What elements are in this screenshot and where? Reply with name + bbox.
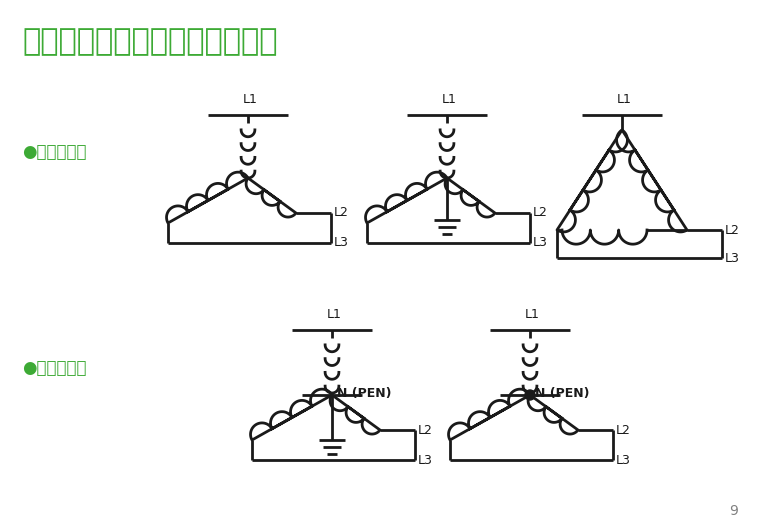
Text: ●三相三线制: ●三相三线制 — [22, 143, 87, 161]
Text: L1: L1 — [242, 93, 258, 106]
Text: L3: L3 — [533, 236, 548, 250]
Text: L2: L2 — [533, 206, 548, 220]
Text: N (PEN): N (PEN) — [535, 388, 590, 400]
Text: L3: L3 — [418, 453, 433, 467]
Circle shape — [525, 390, 535, 400]
Text: L2: L2 — [616, 424, 631, 436]
Text: L3: L3 — [616, 453, 631, 467]
Text: L2: L2 — [418, 424, 433, 436]
Text: L1: L1 — [442, 93, 457, 106]
Text: L1: L1 — [524, 308, 540, 321]
Text: L2: L2 — [334, 206, 349, 220]
Text: ●三相四线制: ●三相四线制 — [22, 359, 87, 377]
Text: 9: 9 — [729, 504, 738, 518]
Text: L1: L1 — [616, 93, 632, 106]
Text: 带电导体系统型式的选择（续）: 带电导体系统型式的选择（续） — [22, 28, 277, 57]
Text: L2: L2 — [725, 223, 740, 236]
Text: L3: L3 — [334, 236, 349, 250]
Text: L3: L3 — [725, 251, 740, 264]
Text: L1: L1 — [327, 308, 341, 321]
Text: N (PEN): N (PEN) — [337, 388, 391, 400]
